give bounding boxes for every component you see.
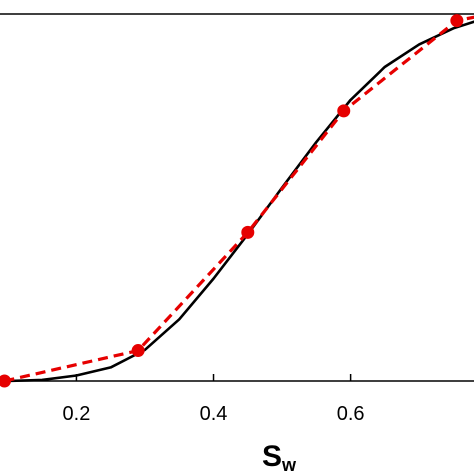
x-axis-label: Sw [262, 440, 297, 474]
x-tick-label: 0.2 [63, 403, 91, 425]
series-point [241, 225, 255, 239]
series-solid-line [7, 20, 474, 383]
series-layer [0, 14, 474, 388]
x-ticks: 0.20.40.60 [63, 374, 365, 425]
series-point [450, 14, 464, 28]
x-axis-label-main: S [262, 440, 282, 473]
x-tick-label: 0.6 [337, 403, 365, 425]
x-axis-label-subscript: w [281, 455, 297, 474]
plot-area: 0.20.40.60 [0, 13, 474, 425]
series-point [337, 104, 351, 118]
series-point [131, 344, 145, 358]
x-tick-label: 0.4 [200, 403, 228, 425]
series-dashed-line [4, 15, 474, 383]
series-point [0, 374, 11, 388]
